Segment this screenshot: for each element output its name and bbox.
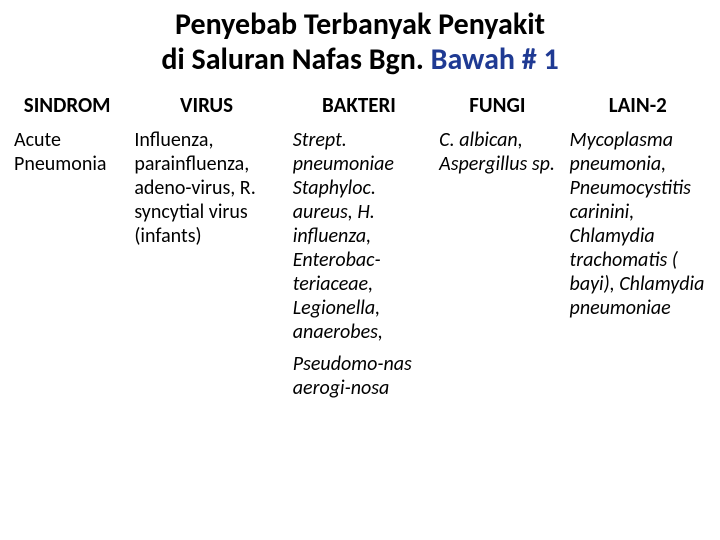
header-fungi: FUNGI: [432, 87, 562, 123]
slide: Penyebab Terbanyak Penyakit di Saluran N…: [0, 0, 720, 540]
cell-bakteri: Strept. pneumoniae Staphyloc. aureus, H.…: [286, 123, 432, 349]
cell-lain: Mycoplasma pneumonia, Pneumocystitis car…: [563, 123, 713, 349]
cell-bakteri-extra: Pseudomo-nas aerogi-nosa: [286, 349, 432, 405]
title-line2b: Bawah # 1: [431, 41, 559, 78]
cell-empty: [7, 349, 127, 405]
header-sindrom: SINDROM: [7, 87, 127, 123]
table-header-row: SINDROM VIRUS BAKTERI FUNGI LAIN-2: [7, 87, 713, 123]
cell-sindrom: Acute Pneumonia: [7, 123, 127, 349]
header-virus: VIRUS: [127, 87, 285, 123]
slide-title: Penyebab Terbanyak Penyakit di Saluran N…: [0, 0, 720, 81]
cell-fungi: C. albican, Aspergillus sp.: [432, 123, 562, 349]
header-lain: LAIN-2: [563, 87, 713, 123]
cell-empty: [127, 349, 285, 405]
title-line1: Penyebab Terbanyak Penyakit: [175, 6, 545, 43]
header-bakteri: BAKTERI: [286, 87, 432, 123]
cell-empty: [432, 349, 562, 405]
pathogen-table: SINDROM VIRUS BAKTERI FUNGI LAIN-2 Acute…: [6, 86, 714, 406]
table-row: Pseudomo-nas aerogi-nosa: [7, 349, 713, 405]
cell-virus: Influenza, parainfluenza, adeno-virus, R…: [127, 123, 285, 349]
cell-empty: [563, 349, 713, 405]
title-line2a: di Saluran Nafas Bgn.: [161, 41, 424, 78]
table-row: Acute Pneumonia Influenza, parainfluenza…: [7, 123, 713, 349]
